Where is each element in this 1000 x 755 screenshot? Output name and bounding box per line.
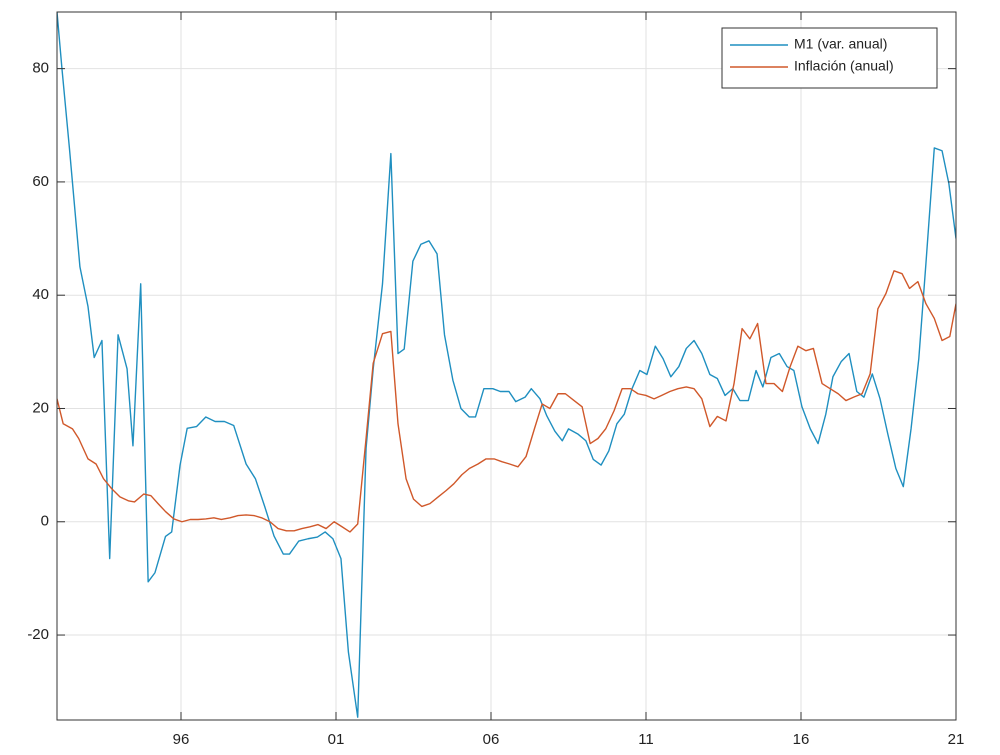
ticks: -20 0 20 40 60 80 96 01 06 11 16 21 xyxy=(27,12,964,748)
x-tick-label: 11 xyxy=(638,731,654,748)
y-tick-label: 20 xyxy=(32,399,49,416)
legend-label: Inflación (anual) xyxy=(794,58,894,74)
lines xyxy=(57,12,956,718)
y-tick-label: 60 xyxy=(32,173,49,190)
legend-box xyxy=(721,27,938,89)
y-tick-label: 80 xyxy=(32,60,49,77)
x-tick-label: 06 xyxy=(483,731,500,748)
x-tick-label: 01 xyxy=(328,731,345,748)
x-tick-label: 16 xyxy=(793,731,810,748)
legend-label: M1 (var. anual) xyxy=(794,36,887,52)
y-tick-label: 40 xyxy=(32,286,49,303)
legend: M1 (var. anual) Inflación (anual) xyxy=(721,27,938,89)
plot-area xyxy=(57,12,956,720)
x-tick-label: 21 xyxy=(948,731,965,748)
plot-frame xyxy=(56,11,957,721)
series-line xyxy=(57,12,956,718)
y-tick-label: 0 xyxy=(41,513,49,530)
x-tick-label: 96 xyxy=(173,731,190,748)
series-line xyxy=(57,270,956,533)
y-tick-label: -20 xyxy=(27,626,49,643)
